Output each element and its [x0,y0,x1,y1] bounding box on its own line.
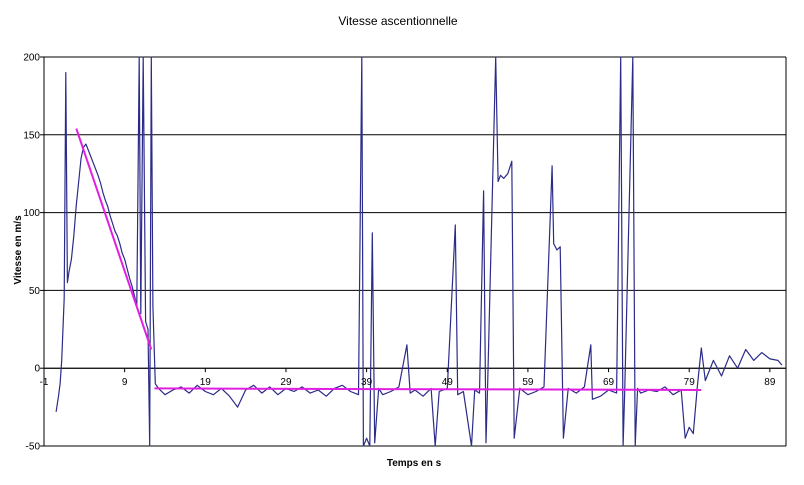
y-tick-labels: 200 150 100 50 0 -50 [23,53,44,453]
chart-title: Vitesse ascentionnelle [338,14,458,28]
x-tick-label-4: 39 [361,377,373,388]
x-tick-label-5: 49 [442,377,454,388]
x-tick-label-7: 69 [603,377,615,388]
trend-line-baseline [154,387,702,391]
trend-line-descent [75,128,153,350]
y-tick-label-1: 150 [23,130,40,141]
y-tick-label-2: 100 [23,208,40,219]
x-tick-label-1: 9 [122,377,128,388]
y-tick-label-4: 0 [34,364,40,375]
y-axis-title: Vitesse en m/s [13,215,24,285]
series-line-speed [55,56,783,447]
x-tick-label-9: 89 [764,377,776,388]
x-tick-label-8: 79 [684,377,696,388]
x-tick-label-0: -1 [40,377,49,388]
x-tick-label-2: 19 [200,377,212,388]
x-tick-label-6: 59 [522,377,534,388]
y-tick-label-5: -50 [26,442,41,453]
x-tick-label-3: 29 [280,377,292,388]
series-layer [55,56,783,447]
y-tick-label-3: 50 [29,286,41,297]
y-tick-label-0: 200 [23,53,40,64]
x-axis-title: Temps en s [387,458,442,469]
x-tick-labels: -1 9 19 29 39 49 59 69 79 89 [40,368,776,388]
axes [43,57,787,446]
